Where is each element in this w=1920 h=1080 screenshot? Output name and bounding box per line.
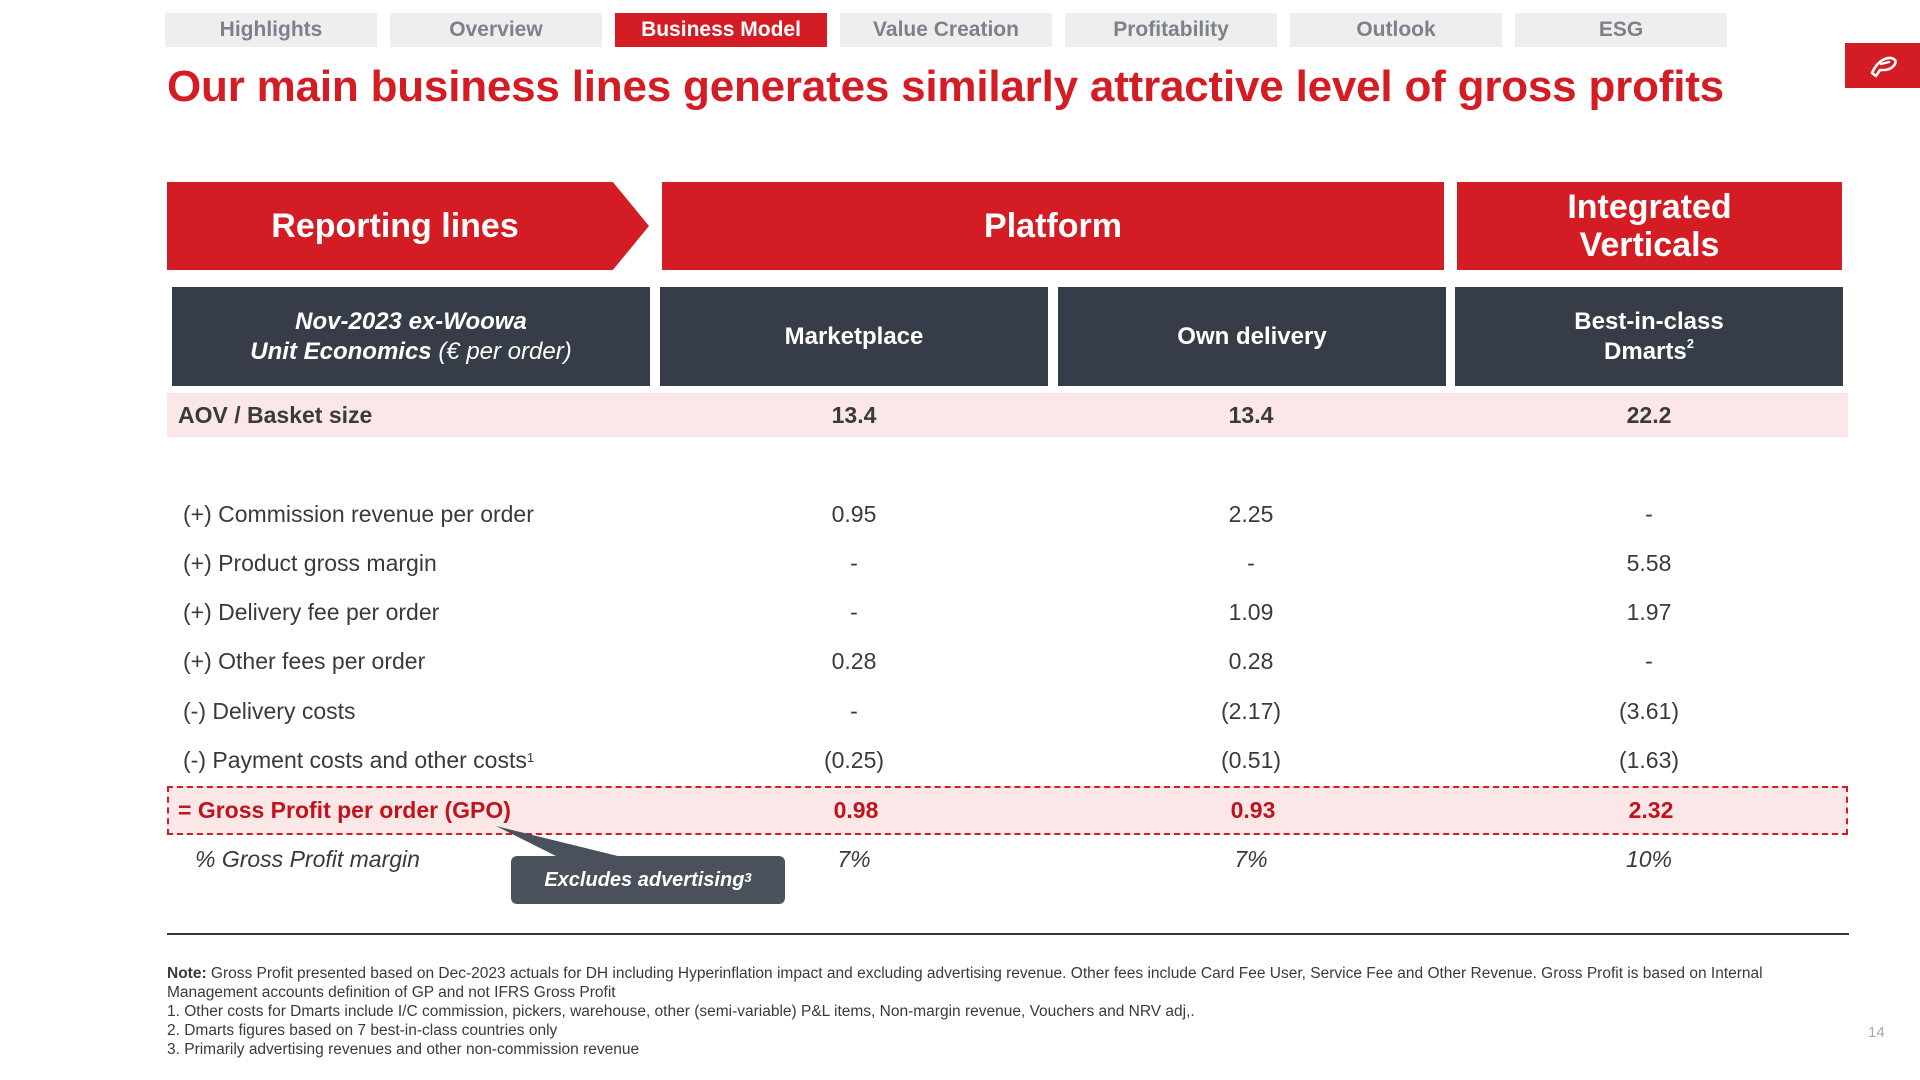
page-title: Our main business lines generates simila… (167, 62, 1724, 111)
cell-own-delivery: (0.51) (1220, 746, 1282, 773)
dmarts-header-line1: Best-in-class (1574, 308, 1724, 336)
unit-economics-unit: (€ per order) (438, 337, 572, 365)
platform-banner: Platform (662, 182, 1444, 270)
excludes-advertising-callout: Excludes advertising 3 (511, 856, 785, 904)
cell-dmarts: (1.63) (1618, 746, 1680, 773)
reporting-lines-banner: Reporting lines (167, 182, 649, 270)
row-label: (-) Delivery costs (183, 697, 356, 724)
integrated-verticals-banner: Integrated Verticals (1457, 182, 1842, 270)
cell-marketplace: 0.28 (831, 647, 877, 674)
unit-economics-header-line1: Nov-2023 ex-Woowa (295, 308, 527, 336)
table-row-product-margin: (+) Product gross margin - - 5.58 (167, 541, 1848, 585)
tab-overview[interactable]: Overview (390, 13, 602, 47)
cell-marketplace: (0.25) (823, 746, 885, 773)
cell-dmarts: (3.61) (1618, 697, 1680, 724)
cell-dmarts: - (1645, 500, 1653, 527)
footnote-1: 1. Other costs for Dmarts include I/C co… (167, 1003, 1195, 1020)
callout-text: Excludes advertising (544, 868, 745, 891)
platform-label: Platform (984, 206, 1122, 245)
cell-marketplace: - (850, 598, 858, 625)
note-paragraph: Note: Gross Profit presented based on De… (167, 964, 1787, 1002)
dmarts-header-line2: Dmarts (1604, 337, 1687, 365)
cell-own-delivery: 13.4 (1228, 401, 1274, 428)
row-label: = Gross Profit per order (GPO) (178, 797, 511, 823)
cell-marketplace: 13.4 (831, 401, 877, 428)
table-row-other-fees: (+) Other fees per order 0.28 0.28 - (167, 639, 1848, 683)
row-label: (-) Payment costs and other costs 1 (183, 746, 535, 773)
tab-highlights[interactable]: Highlights (165, 13, 377, 47)
cell-own-delivery: - (1247, 549, 1255, 576)
table-row-gross-profit: = Gross Profit per order (GPO) 0.98 0.93… (167, 786, 1848, 835)
cell-marketplace: 0.95 (831, 500, 877, 527)
row-label: (+) Product gross margin (183, 549, 437, 576)
tab-outlook[interactable]: Outlook (1290, 13, 1502, 47)
cell-own-delivery: 0.28 (1228, 647, 1274, 674)
table-row-aov: AOV / Basket size 13.4 13.4 22.2 (167, 393, 1848, 437)
row-label: % Gross Profit margin (195, 845, 420, 872)
unit-economics-header: Nov-2023 ex-Woowa Unit Economics (€ per … (172, 287, 650, 386)
brand-logo-icon (1870, 56, 1897, 77)
unit-economics-header-line2: Unit Economics (250, 337, 432, 365)
tab-business-model[interactable]: Business Model (615, 13, 827, 47)
cell-own-delivery: 7% (1234, 845, 1268, 872)
row-label: AOV / Basket size (178, 401, 373, 428)
cell-own-delivery: 0.93 (1230, 797, 1276, 823)
cell-dmarts: 22.2 (1626, 401, 1672, 428)
tab-esg[interactable]: ESG (1515, 13, 1727, 47)
page-number: 14 (1868, 1024, 1885, 1041)
divider (167, 933, 1849, 935)
row-label: (+) Other fees per order (183, 647, 426, 674)
brand-logo (1845, 43, 1920, 88)
integrated-verticals-label-line2: Verticals (1579, 226, 1720, 264)
cell-marketplace: 7% (837, 845, 871, 872)
table-row-commission: (+) Commission revenue per order 0.95 2.… (167, 492, 1848, 536)
cell-dmarts: 5.58 (1626, 549, 1672, 576)
cell-own-delivery: (2.17) (1220, 697, 1282, 724)
table-row-payment-costs: (-) Payment costs and other costs 1 (0.25… (167, 738, 1848, 782)
cell-dmarts: 2.32 (1628, 797, 1674, 823)
table-row-gross-margin: % Gross Profit margin 7% 7% 10% (167, 837, 1848, 881)
cell-dmarts: 10% (1625, 845, 1673, 872)
footnote-3: 3. Primarily advertising revenues and ot… (167, 1041, 640, 1058)
note-text: Gross Profit presented based on Dec-2023… (167, 965, 1763, 1001)
row-label: (+) Commission revenue per order (183, 500, 534, 527)
row-label: (+) Delivery fee per order (183, 598, 440, 625)
note-label: Note: (167, 965, 207, 982)
table-row-delivery-costs: (-) Delivery costs - (2.17) (3.61) (167, 689, 1848, 733)
cell-marketplace: - (850, 697, 858, 724)
footnotes: Note: Gross Profit presented based on De… (167, 964, 1787, 1059)
dmarts-header: Best-in-class Dmarts2 (1455, 287, 1843, 386)
cell-dmarts: 1.97 (1626, 598, 1672, 625)
tab-profitability[interactable]: Profitability (1065, 13, 1277, 47)
table-row-delivery-fee: (+) Delivery fee per order - 1.09 1.97 (167, 590, 1848, 634)
marketplace-header-label: Marketplace (784, 322, 924, 350)
cell-marketplace: - (850, 549, 858, 576)
tab-value-creation[interactable]: Value Creation (840, 13, 1052, 47)
cell-marketplace: 0.98 (833, 797, 879, 823)
footnote-2: 2. Dmarts figures based on 7 best-in-cla… (167, 1022, 558, 1039)
own-delivery-header: Own delivery (1058, 287, 1446, 386)
reporting-lines-label: Reporting lines (271, 206, 519, 245)
marketplace-header: Marketplace (660, 287, 1048, 386)
cell-own-delivery: 2.25 (1228, 500, 1274, 527)
own-delivery-header-label: Own delivery (1177, 322, 1327, 350)
cell-dmarts: - (1645, 647, 1653, 674)
integrated-verticals-label-line1: Integrated (1567, 187, 1732, 226)
dmarts-footnote-ref: 2 (1686, 335, 1694, 351)
payment-costs-label: (-) Payment costs and other costs (183, 746, 527, 773)
cell-own-delivery: 1.09 (1228, 598, 1274, 625)
